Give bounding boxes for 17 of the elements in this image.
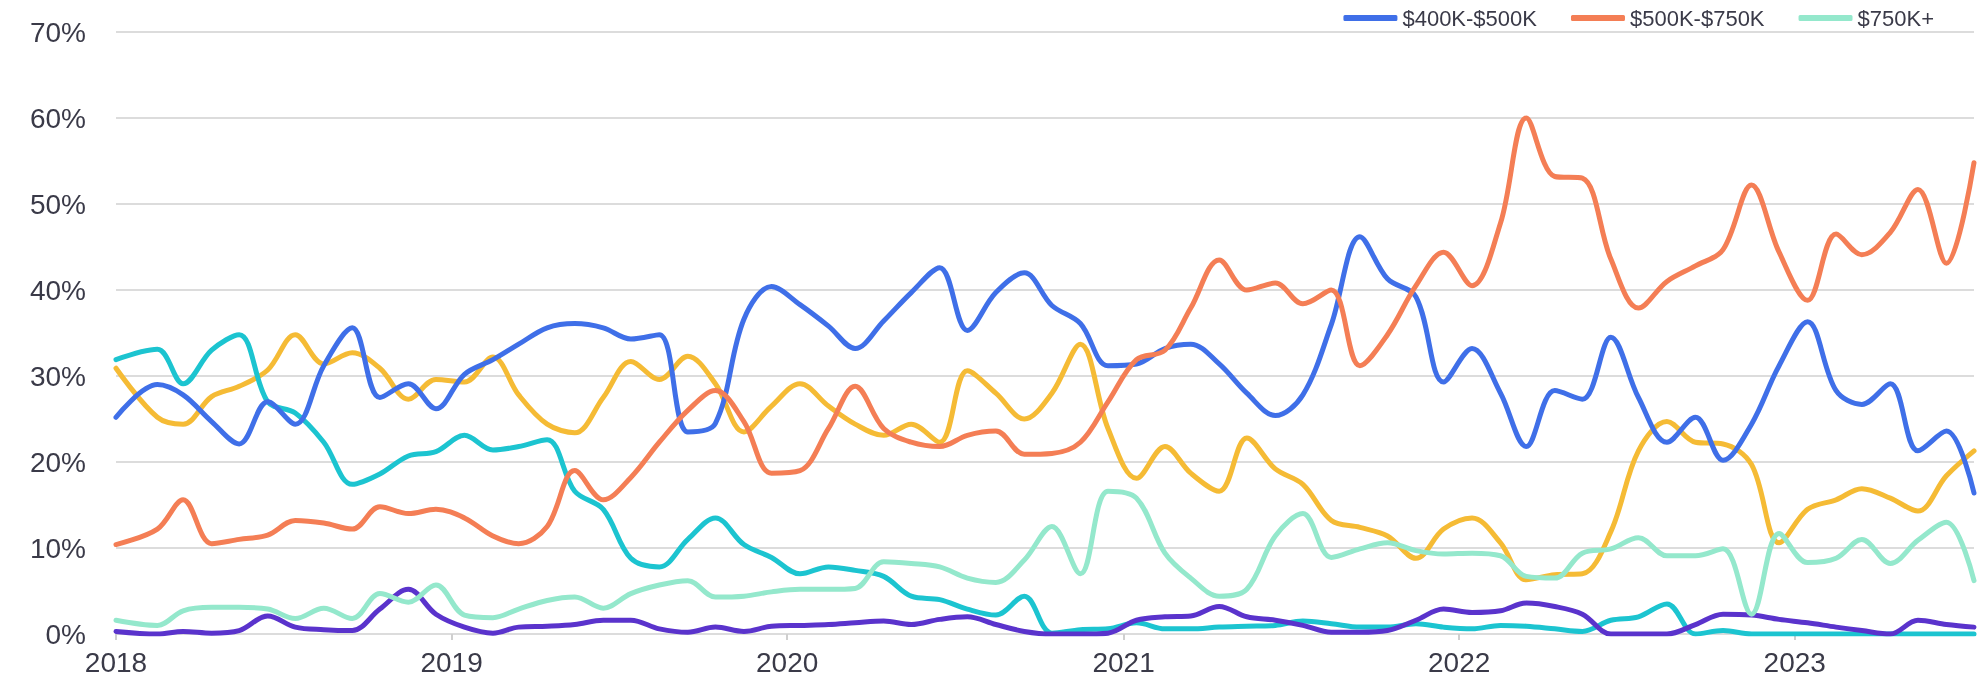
x-tick-label: 2020 xyxy=(755,646,819,678)
legend-label: $750K+ xyxy=(1857,5,1935,31)
x-tick-label: 2018 xyxy=(84,646,148,678)
legend-label: $400K-$500K xyxy=(1402,5,1538,31)
y-tick-label: 50% xyxy=(29,188,86,220)
y-tick-label: 20% xyxy=(29,446,86,478)
x-tick-label: 2021 xyxy=(1092,646,1155,678)
y-tick-label: 70% xyxy=(29,16,86,48)
y-tick-label: 30% xyxy=(29,360,86,392)
legend-label: $500K-$750K xyxy=(1629,5,1765,31)
y-tick-label: 0% xyxy=(45,618,86,650)
x-tick-label: 2019 xyxy=(420,646,483,678)
y-tick-label: 10% xyxy=(29,532,86,564)
x-tick-label: 2022 xyxy=(1428,646,1491,678)
y-tick-label: 40% xyxy=(29,274,86,306)
y-tick-label: 60% xyxy=(29,102,86,134)
x-tick-label: 2023 xyxy=(1763,646,1826,678)
